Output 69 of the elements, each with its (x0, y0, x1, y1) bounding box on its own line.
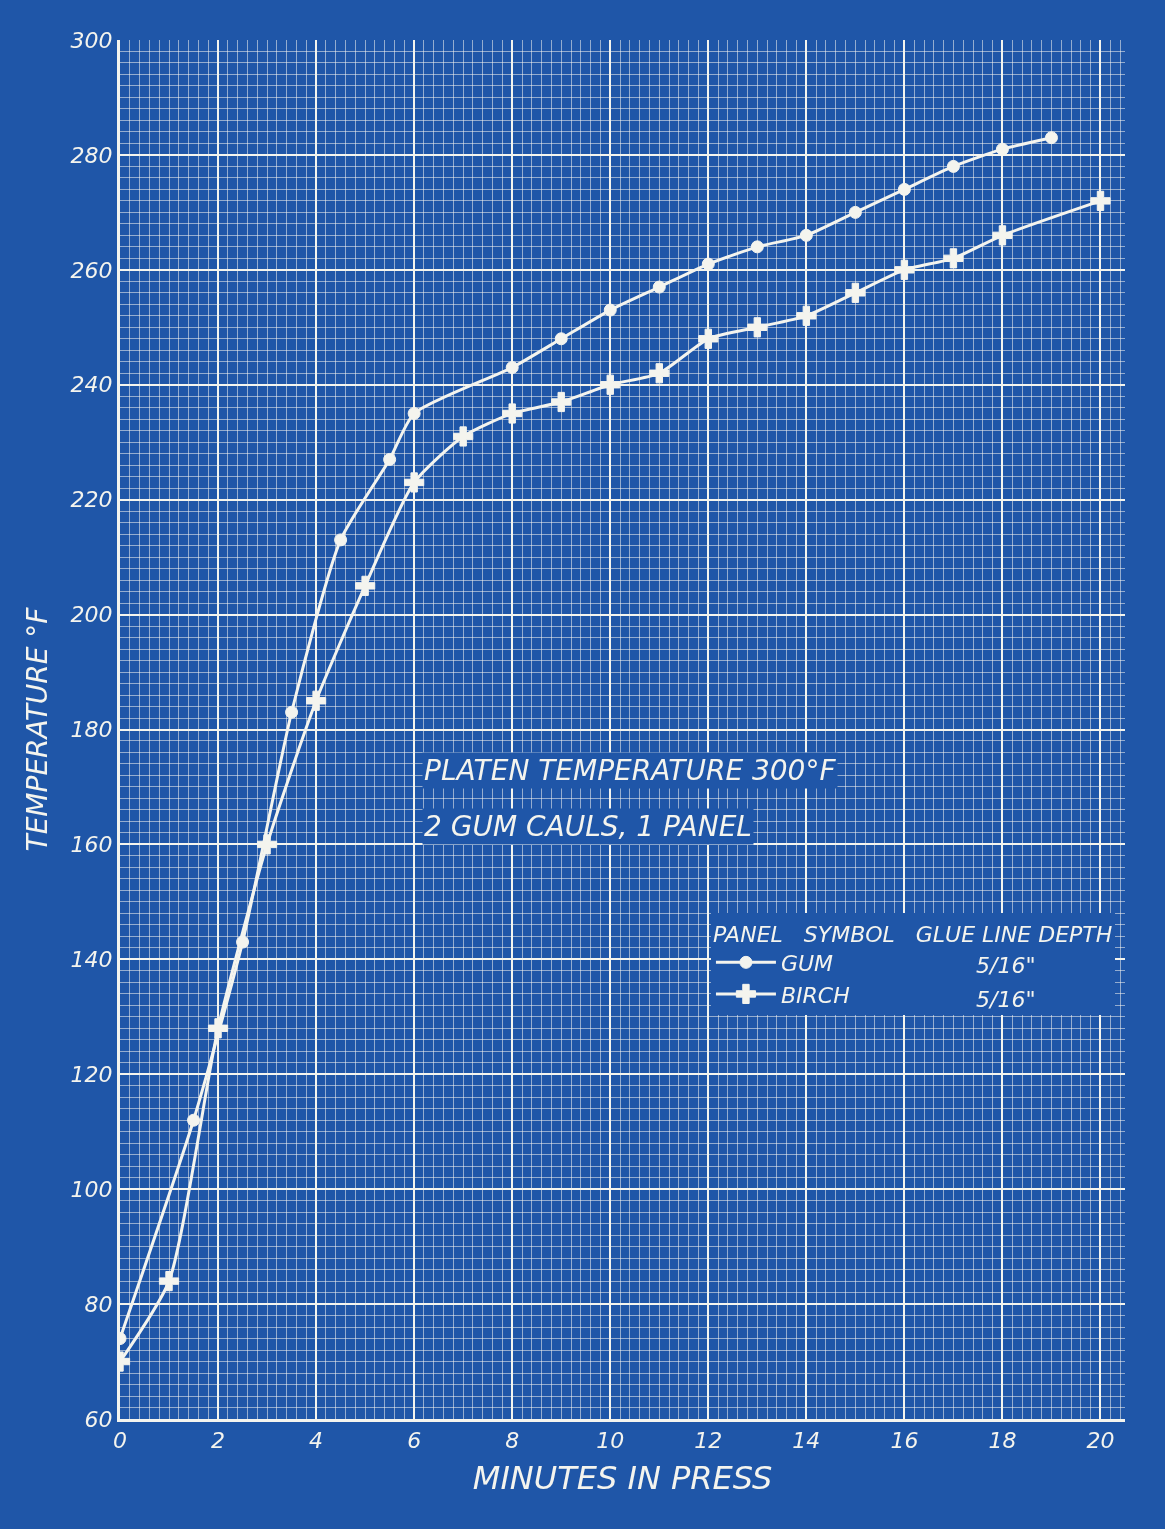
point (747, 317, 768, 338)
point (600, 374, 621, 395)
x-tick-label: 4 (309, 1428, 324, 1454)
x-tick-label: 14 (792, 1428, 821, 1454)
y-tick-label: 240 (70, 372, 113, 398)
y-tick-label: 200 (70, 602, 113, 628)
point (649, 363, 670, 384)
point (505, 361, 519, 374)
point (502, 403, 523, 424)
y-tick-label: 280 (70, 142, 113, 168)
point (404, 472, 425, 493)
y-tick-label: 160 (70, 832, 113, 858)
point (207, 1018, 229, 1039)
point (603, 303, 617, 317)
point (897, 182, 911, 196)
point (334, 533, 348, 547)
x-axis-title: MINUTES IN PRESS (472, 1459, 773, 1498)
point (407, 406, 421, 420)
point (158, 1271, 180, 1292)
point (383, 452, 397, 466)
y-tick-label: 180 (70, 717, 113, 743)
x-tick-label: 0 (113, 1428, 127, 1454)
annotation: PLATEN TEMPERATURE 300°F (424, 754, 837, 787)
y-axis-title: TEMPERATURE °F (21, 606, 55, 852)
point (750, 240, 764, 254)
point (848, 205, 862, 219)
point (453, 426, 474, 447)
y-tick-label: 220 (70, 487, 113, 513)
point (355, 575, 376, 596)
legend-title: PANEL SYMBOL GLUE LINE DEPTH (712, 921, 1113, 947)
point (187, 1113, 201, 1127)
x-tick-label: 10 (596, 1428, 625, 1454)
point (799, 228, 813, 242)
y-tick-label: 140 (70, 947, 113, 973)
point (701, 257, 715, 271)
point (946, 159, 960, 173)
annotation: 5/16" (976, 987, 1036, 1012)
point (256, 834, 278, 855)
point (796, 305, 817, 326)
annotation: 2 GUM CAULS, 1 PANEL (424, 810, 752, 843)
point (652, 280, 666, 294)
y-tick-label: 80 (84, 1291, 113, 1317)
x-tick-label: 6 (407, 1428, 422, 1454)
x-tick-label: 18 (988, 1428, 1017, 1454)
point (1044, 131, 1058, 145)
annotation: 5/16" (976, 953, 1036, 978)
point (285, 705, 299, 719)
y-tick-label: 300 (70, 27, 113, 53)
legend-label: GUM (780, 950, 834, 976)
x-tick-label: 8 (505, 1428, 520, 1454)
point (894, 259, 915, 280)
point (551, 391, 572, 413)
x-tick-label: 16 (890, 1428, 919, 1454)
y-tick-label: 120 (70, 1061, 113, 1087)
y-tick-label: 60 (84, 1406, 113, 1432)
legend-label: BIRCH (780, 982, 850, 1008)
point (845, 282, 866, 303)
point (992, 225, 1013, 246)
point (306, 690, 327, 711)
x-tick-label: 20 (1086, 1428, 1115, 1454)
y-tick-label: 260 (70, 257, 113, 283)
point (554, 332, 568, 346)
y-tick-label: 100 (70, 1176, 113, 1202)
x-tick-label: 2 (211, 1428, 226, 1454)
point (1090, 190, 1111, 211)
x-tick-label: 12 (694, 1428, 723, 1454)
point (995, 142, 1009, 156)
point (943, 248, 964, 269)
point (698, 328, 719, 349)
